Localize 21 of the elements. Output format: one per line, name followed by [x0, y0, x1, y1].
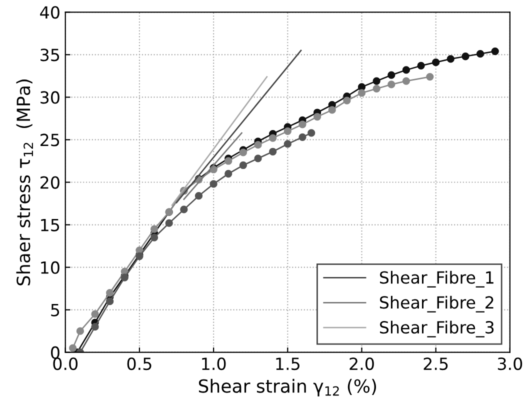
y-tick-label: 35: [40, 48, 60, 62]
y-tick-label: 15: [41, 218, 60, 232]
x-axis-title: Shear strain γ$_{12}$ (%): [198, 378, 376, 396]
y-axis-title: Shaer stress τ$_{12}$ (MPa): [16, 80, 33, 286]
x-tick-label: 2.0: [350, 358, 374, 370]
x-tick-label: 1.0: [202, 358, 226, 370]
y-tick-label: 0: [51, 346, 60, 359]
x-tick-label: 3.0: [498, 358, 522, 370]
legend-label: Shear_Fibre_2: [380, 296, 494, 312]
y-tick-label: 5: [51, 304, 60, 316]
x-tick-label: 0.5: [127, 358, 152, 370]
y-tick-label: 25: [40, 134, 60, 146]
legend-label: Shear_Fibre_1: [380, 270, 494, 288]
x-tick-label: 1.5: [276, 358, 300, 370]
y-tick-label: 20: [40, 176, 60, 189]
legend-label: Shear_Fibre_3: [380, 320, 494, 338]
x-tick-label: 2.5: [424, 358, 448, 370]
y-tick-label: 40: [40, 6, 60, 19]
x-tick-label: 0.0: [53, 358, 78, 370]
y-tick-label: 30: [40, 91, 60, 104]
y-tick-label: 10: [41, 261, 60, 274]
